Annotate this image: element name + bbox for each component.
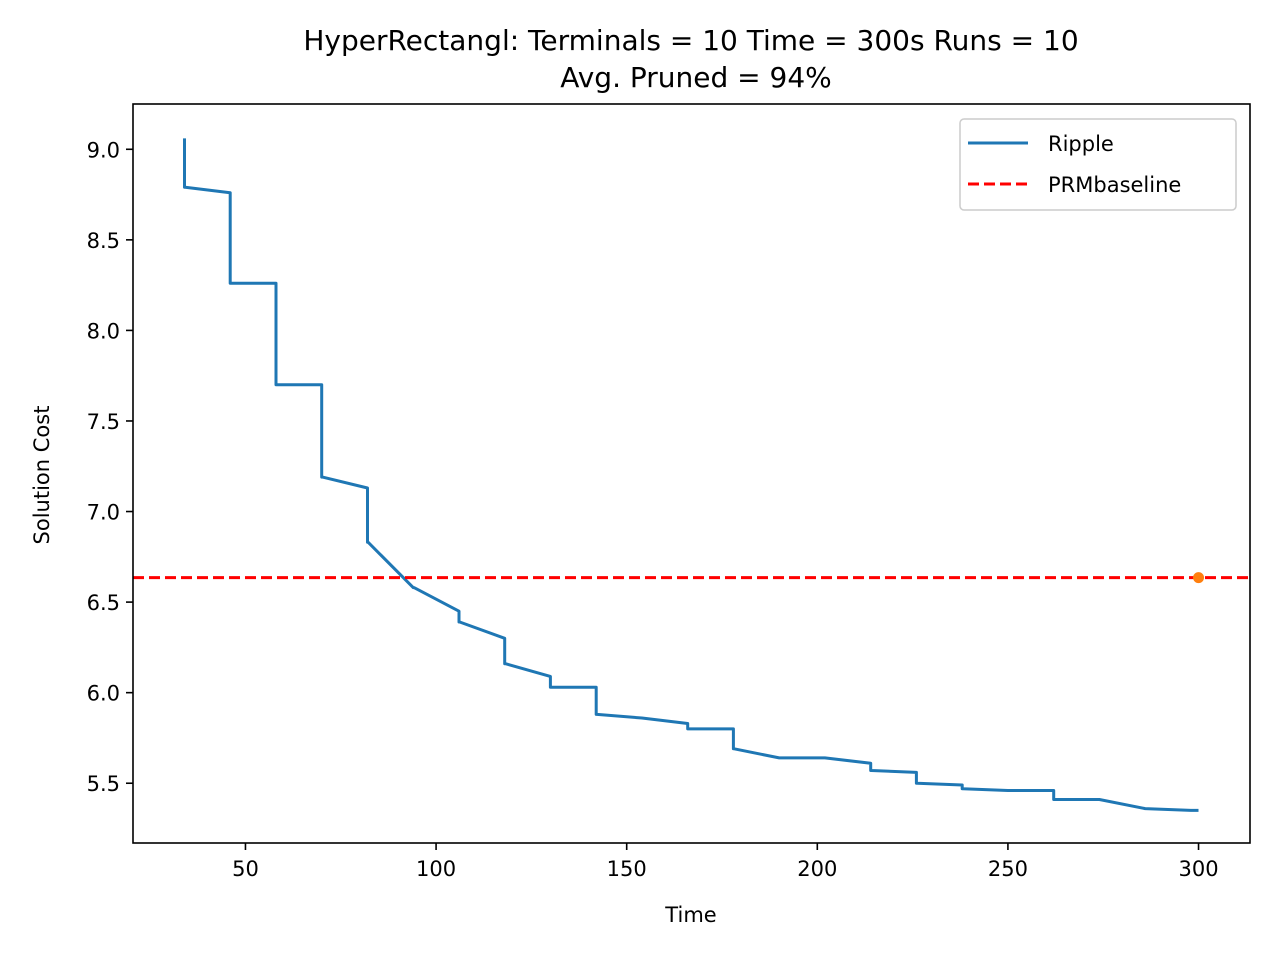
chart-title: HyperRectangl: Terminals = 10 Time = 300… (303, 24, 1078, 57)
x-tick-label: 300 (1178, 857, 1218, 881)
y-axis-label: Solution Cost (30, 406, 54, 545)
y-tick-label: 8.0 (87, 319, 120, 343)
legend-label-ripple: Ripple (1048, 132, 1114, 156)
legend-label-prmbaseline: PRMbaseline (1048, 173, 1181, 197)
series-line-ripple (183, 138, 1199, 812)
x-tick-label: 250 (988, 857, 1028, 881)
y-tick-label: 9.0 (87, 138, 120, 162)
y-tick-label: 7.0 (87, 501, 120, 525)
y-tick-label: 6.5 (87, 591, 120, 615)
marker-point (1193, 572, 1205, 584)
x-tick-label: 50 (232, 857, 259, 881)
axes: 50 100 150 200 250 300 5.5 6.0 6.5 7.0 7.5 8.0 8.5 9.… (87, 103, 1251, 881)
y-tick-label: 8.5 (87, 229, 120, 253)
x-tick-label: 150 (607, 857, 647, 881)
x-tick-label: 100 (416, 857, 456, 881)
legend: Ripple PRMbaseline (959, 118, 1237, 211)
x-tick-label: 200 (797, 857, 837, 881)
axes-frame (132, 103, 1251, 844)
x-axis-label: Time (664, 903, 716, 927)
y-tick-label: 7.5 (87, 410, 120, 434)
y-tick-label: 6.0 (87, 682, 120, 706)
chart-subtitle: Avg. Pruned = 94% (560, 61, 832, 94)
plot-area (133, 138, 1250, 812)
legend-box (959, 118, 1237, 211)
y-tick-label: 5.5 (87, 772, 120, 796)
